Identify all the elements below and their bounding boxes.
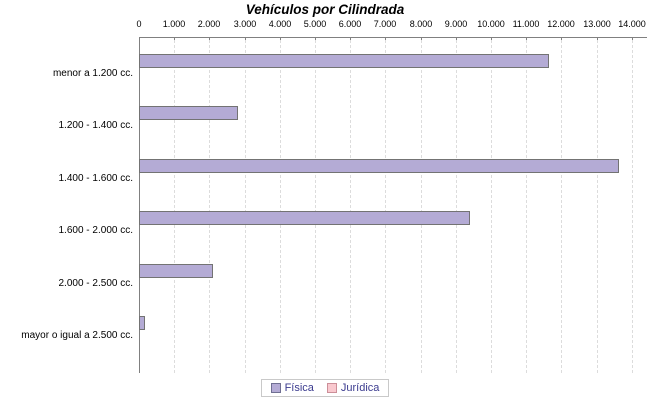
- gridline: [174, 40, 175, 373]
- gridline: [280, 40, 281, 373]
- x-tick-label: 5.000: [303, 19, 327, 29]
- gridline: [245, 40, 246, 373]
- bar-fisica: [139, 264, 213, 278]
- gridline: [385, 40, 386, 373]
- x-tick-label: 6.000: [338, 19, 362, 29]
- legend: Física Jurídica: [0, 379, 650, 397]
- x-axis-line: [139, 37, 647, 38]
- x-tick-label: 8.000: [409, 19, 433, 29]
- gridline: [456, 40, 457, 373]
- gridline: [315, 40, 316, 373]
- x-tick-label: 3.000: [233, 19, 257, 29]
- bar-fisica: [139, 54, 549, 68]
- gridline: [561, 40, 562, 373]
- legend-swatch-icon: [326, 383, 337, 393]
- x-tick-label: 11.000: [512, 19, 540, 29]
- legend-swatch-icon: [270, 383, 281, 393]
- category-label: 1.200 - 1.400 cc.: [58, 120, 134, 131]
- bar-fisica: [139, 159, 619, 173]
- category-label: 1.600 - 2.000 cc.: [58, 225, 134, 236]
- category-label: 2.000 - 2.500 cc.: [58, 278, 134, 289]
- bar-fisica: [139, 316, 145, 330]
- x-tick-label: 1.000: [162, 19, 186, 29]
- gridline: [526, 40, 527, 373]
- legend-box: Física Jurídica: [260, 379, 390, 397]
- gridline: [209, 40, 210, 373]
- chart-title: Vehículos por Cilindrada: [245, 2, 405, 17]
- legend-item-fisica: Física: [270, 382, 314, 394]
- x-tick-label: 10.000: [477, 19, 505, 29]
- bar-fisica: [139, 106, 238, 120]
- legend-label: Física: [284, 382, 314, 394]
- gridline: [632, 40, 633, 373]
- x-tick-label: 4.000: [268, 19, 292, 29]
- x-tick-label: 0: [136, 19, 142, 29]
- x-tick-label: 7.000: [373, 19, 397, 29]
- gridline: [350, 40, 351, 373]
- category-label: 1.400 - 1.600 cc.: [58, 173, 134, 184]
- legend-item-juridica: Jurídica: [326, 382, 380, 394]
- bar-fisica: [139, 211, 470, 225]
- x-tick-mark: [139, 38, 140, 42]
- category-label: menor a 1.200 cc.: [52, 68, 133, 79]
- x-tick-label: 12.000: [547, 19, 575, 29]
- y-axis-line: [139, 37, 140, 373]
- x-tick-label: 14.000: [618, 19, 646, 29]
- category-label: mayor o igual a 2.500 cc.: [21, 330, 133, 341]
- gridline: [421, 40, 422, 373]
- x-tick-label: 13.000: [583, 19, 611, 29]
- legend-label: Jurídica: [340, 382, 380, 394]
- x-tick-label: 9.000: [444, 19, 468, 29]
- gridline: [597, 40, 598, 373]
- x-tick-label: 2.000: [197, 19, 221, 29]
- gridline: [491, 40, 492, 373]
